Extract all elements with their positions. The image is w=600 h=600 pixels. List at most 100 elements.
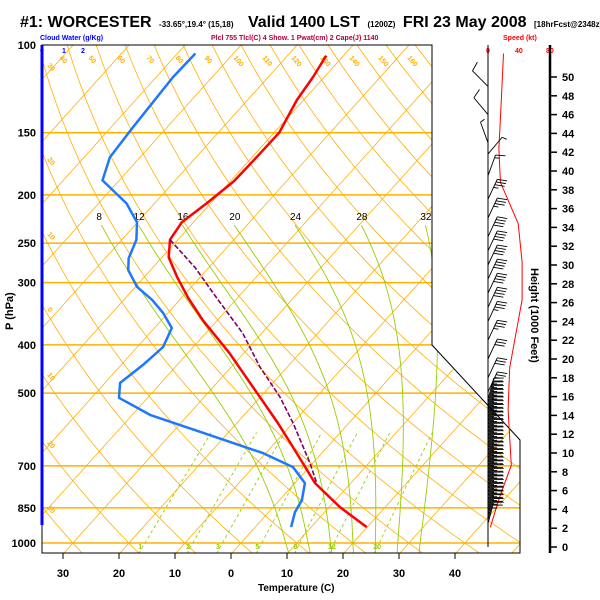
dry-adiabat [42, 45, 310, 553]
dry-adiabat-label: 70 [145, 55, 155, 66]
wind-barb [487, 381, 504, 404]
wind-barb-feather [473, 89, 480, 99]
wind-barb-shaft [487, 430, 495, 453]
wind-barb-feather [494, 278, 505, 281]
wind-barb [487, 407, 504, 430]
wind-barb-shaft [487, 453, 495, 475]
wind-barb [473, 89, 489, 115]
wind-barb-half-feather [480, 118, 485, 123]
dry-adiabat [211, 45, 520, 553]
temperature-axis-label: Temperature (C) [258, 583, 335, 594]
mixing-ratio-label: 1 [138, 544, 142, 551]
dry-adiabat [42, 45, 367, 553]
wind-barb-shaft [487, 408, 495, 430]
pressure-tick-label: 850 [18, 503, 36, 515]
wind-barb [487, 377, 504, 400]
isotherm [511, 45, 520, 553]
height-tick-label: 12 [562, 429, 574, 441]
wind-barb-feather [494, 362, 505, 366]
wind-barb [487, 258, 508, 280]
wind-barb-feather [494, 325, 505, 328]
wind-barb-shaft [487, 411, 495, 434]
wind-barb [487, 437, 504, 460]
wind-barb-feather [494, 264, 505, 267]
speed-tick-40: 40 [515, 48, 523, 55]
indices-line: Plcl 755 Tlcl(C) 4 Show. 1 Pwat(cm) 2 Ca… [211, 35, 379, 42]
wind-barb-shaft [487, 381, 495, 404]
mixing-ratio-label: 2 [186, 544, 190, 551]
wind-barb [487, 411, 504, 434]
wind-barb [487, 272, 508, 294]
dry-adiabat-label: 110 [261, 55, 274, 68]
wind-barb [487, 501, 504, 524]
height-tick-label: 0 [562, 542, 568, 554]
wind-barb [487, 430, 504, 453]
dry-adiabat-label: 60 [116, 55, 126, 66]
wind-barb-shaft [487, 423, 495, 445]
wind-barb-feather [493, 266, 504, 270]
height-tick-label: 14 [562, 410, 575, 422]
wind-barb-feather [494, 306, 505, 309]
wind-barb-feather [493, 280, 504, 284]
wind-barb-feather [494, 184, 505, 187]
wind-barb-shaft [487, 216, 498, 237]
wind-barb-shaft [487, 479, 495, 502]
temperature-tick-label: 20 [337, 568, 349, 580]
wind-barb-feather [495, 154, 506, 157]
isotherm [42, 45, 410, 553]
wind-barb [487, 426, 504, 449]
dry-adiabat-label: 50 [87, 55, 97, 66]
wind-barb-shaft [472, 70, 489, 87]
forecast-info: [18hrFcst@2348z] [534, 20, 600, 29]
dry-adiabat [327, 45, 520, 553]
wind-barb [487, 415, 504, 438]
height-tick-label: 34 [562, 222, 575, 234]
wind-barb-feather [497, 371, 508, 375]
wind-barb-feather [497, 272, 508, 276]
wind-barb-half-feather [493, 186, 499, 189]
dry-adiabat-label: 10 [45, 372, 55, 383]
wind-barb-shaft [487, 441, 495, 464]
height-tick-label: 48 [562, 91, 574, 103]
wind-barb [487, 445, 504, 468]
header-title: #1: WORCESTER -33.65°,19.4° (15,18) Vali… [20, 14, 600, 31]
pressure-axis-label: P (hPa) [4, 292, 16, 330]
height-tick-label: 28 [562, 279, 574, 291]
wind-barb [487, 244, 508, 266]
wind-barb-shaft [487, 258, 498, 280]
pressure-tick-label: 700 [18, 461, 36, 473]
moist-adiabat-label: 32 [420, 212, 432, 223]
wind-barb [487, 286, 508, 308]
height-tick-label: 24 [562, 316, 575, 328]
pressure-tick-label: 1000 [12, 538, 36, 550]
height-tick-label: 44 [562, 128, 575, 140]
wind-barb-half-feather [493, 205, 499, 208]
wind-barb-feather [495, 322, 506, 326]
dry-adiabat-label: 140 [347, 55, 360, 69]
wind-barb-feather [497, 286, 508, 290]
mixing-ratio-line [186, 432, 257, 553]
wind-barb-shaft [487, 230, 498, 252]
wind-barb-shaft [487, 244, 498, 266]
wind-barb-shaft [487, 400, 495, 423]
isotherm [42, 45, 130, 553]
wind-barb-shaft [487, 483, 495, 505]
wind-barb-feather [495, 275, 506, 279]
pressure-tick-label: 250 [18, 238, 36, 250]
wind-barb-shaft [487, 136, 503, 155]
wind-barb [487, 475, 504, 498]
wind-barb [487, 486, 504, 509]
wind-barb [487, 482, 504, 505]
wind-barb [487, 441, 504, 464]
wind-barb [487, 452, 504, 475]
dry-adiabat-label: 20 [45, 440, 55, 451]
wind-barb-feather [495, 374, 506, 377]
plot-frame [41, 44, 521, 554]
wind-barb-shaft [487, 457, 495, 479]
wind-barb-feather [497, 178, 508, 182]
moist-adiabat-label: 16 [177, 212, 189, 223]
moist-adiabat-label: 20 [229, 212, 241, 223]
